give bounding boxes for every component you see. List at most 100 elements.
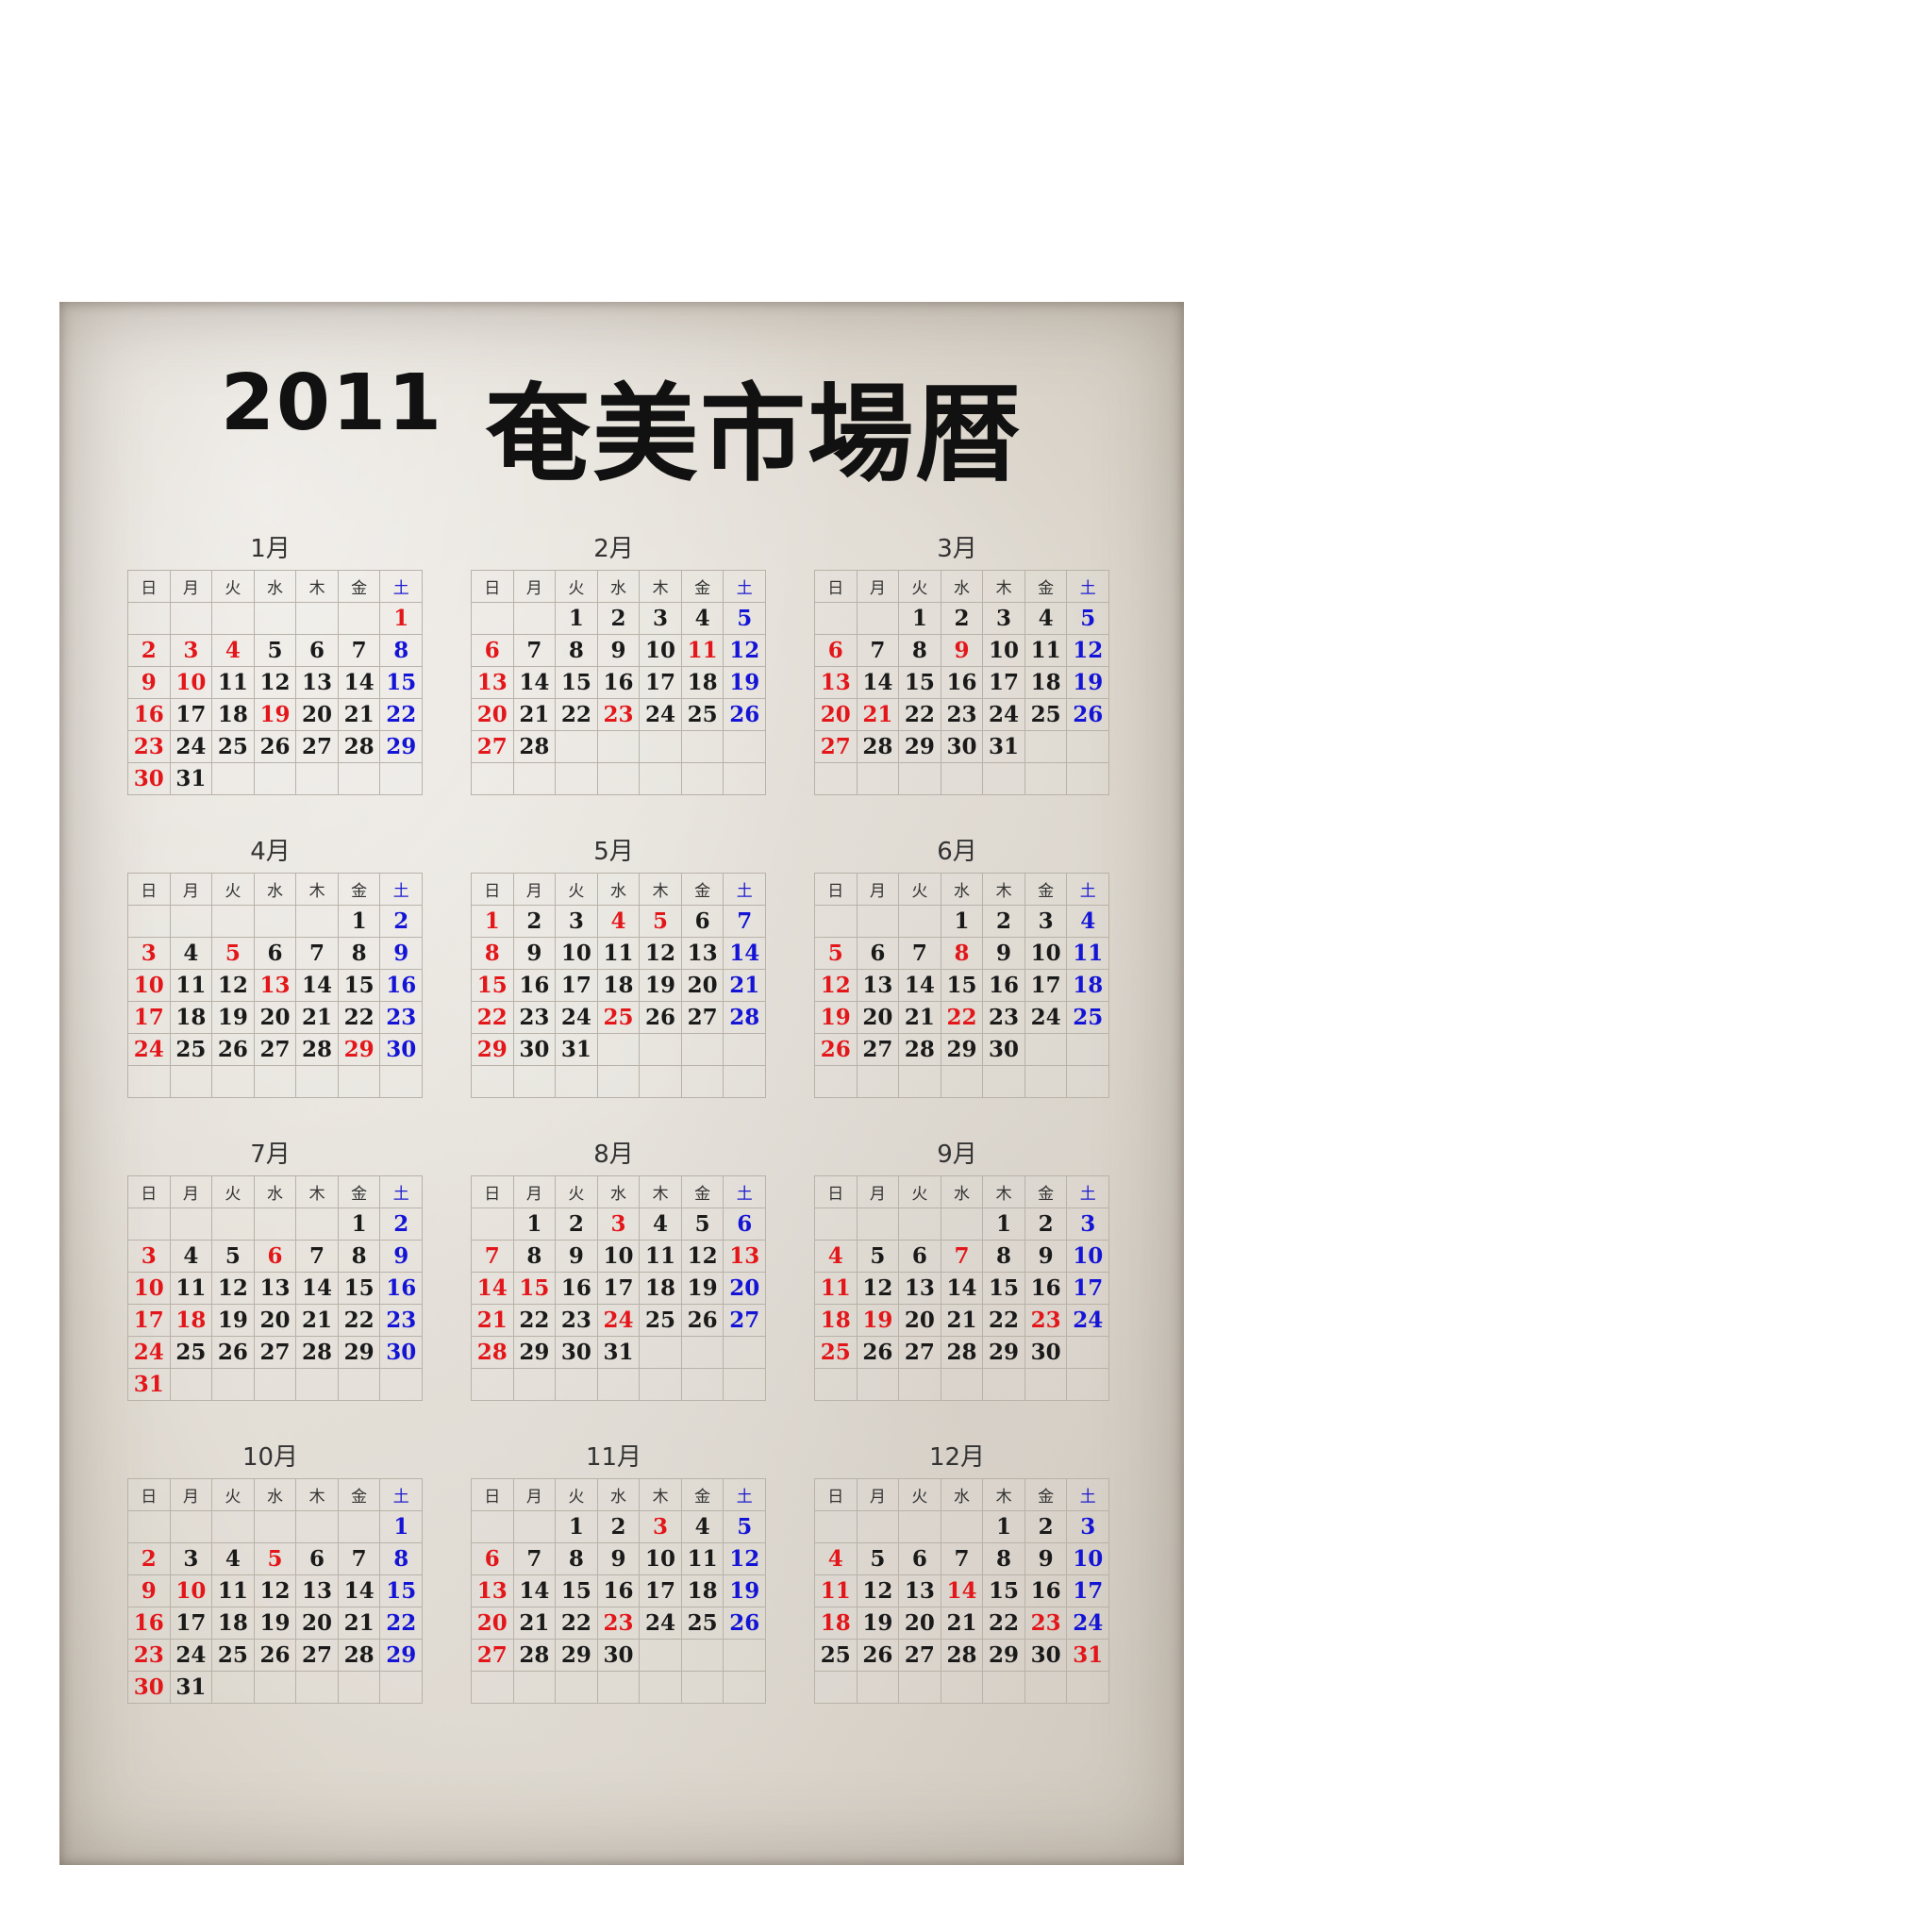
weekday-header: 火 xyxy=(899,571,941,603)
empty-cell xyxy=(815,603,858,635)
empty-cell xyxy=(815,1511,858,1543)
weekday-header: 日 xyxy=(128,874,171,906)
day-cell: 13 xyxy=(681,938,724,970)
empty-cell xyxy=(857,1369,900,1401)
day-cell: 26 xyxy=(724,699,766,731)
day-cell: 3 xyxy=(640,1511,682,1543)
day-cell: 13 xyxy=(815,667,858,699)
day-cell: 22 xyxy=(380,699,423,731)
day-cell: 13 xyxy=(296,667,339,699)
empty-cell xyxy=(472,1208,514,1241)
day-cell: 29 xyxy=(983,1337,1025,1369)
day-cell: 1 xyxy=(380,603,423,635)
empty-cell xyxy=(212,1208,255,1241)
month-table: 日月火水木金土 1 2 3 4 5 6 7 8 9 10 11 12 13 14 15 16 17 18 19 20 21… xyxy=(814,570,1109,795)
day-cell: 6 xyxy=(254,1241,297,1273)
empty-cell xyxy=(170,906,213,938)
day-cell: 14 xyxy=(513,667,557,699)
empty-cell xyxy=(338,603,381,635)
day-cell: 14 xyxy=(941,1273,984,1305)
empty-cell xyxy=(513,1672,557,1704)
weekday-header: 水 xyxy=(597,571,641,603)
empty-cell xyxy=(170,1208,213,1241)
day-cell: 1 xyxy=(338,1208,381,1241)
day-cell: 14 xyxy=(296,970,339,1002)
day-cell: 30 xyxy=(983,1034,1025,1066)
empty-cell xyxy=(1024,1034,1068,1066)
day-cell: 13 xyxy=(899,1575,941,1607)
empty-cell xyxy=(640,1369,682,1401)
day-cell: 19 xyxy=(212,1305,255,1337)
day-cell: 23 xyxy=(380,1002,423,1034)
weekday-header: 火 xyxy=(556,1176,598,1208)
day-cell: 11 xyxy=(170,1273,213,1305)
empty-cell xyxy=(597,763,641,795)
day-cell: 22 xyxy=(472,1002,514,1034)
day-cell: 12 xyxy=(1067,635,1109,667)
day-cell: 24 xyxy=(983,699,1025,731)
day-cell: 25 xyxy=(815,1337,858,1369)
month-calendar: 11月日月火水木金土 1 2 3 4 5 6 7 8 9 10 11 12 13 14 15 16 17 18 19 2… xyxy=(471,1437,766,1704)
day-cell: 18 xyxy=(815,1305,858,1337)
empty-cell xyxy=(472,603,514,635)
weekday-header: 月 xyxy=(170,1176,213,1208)
empty-cell xyxy=(170,1511,213,1543)
day-cell: 25 xyxy=(170,1034,213,1066)
empty-cell xyxy=(983,1066,1025,1098)
day-cell: 3 xyxy=(1024,906,1068,938)
day-cell: 12 xyxy=(681,1241,724,1273)
empty-cell xyxy=(681,1640,724,1672)
weekday-header: 水 xyxy=(254,1176,297,1208)
month-label: 10月 xyxy=(242,1443,299,1472)
weekday-header: 金 xyxy=(338,1176,381,1208)
day-cell: 19 xyxy=(254,1607,297,1640)
day-cell: 24 xyxy=(1067,1305,1109,1337)
day-cell: 5 xyxy=(815,938,858,970)
day-cell: 24 xyxy=(170,731,213,763)
weekday-header: 金 xyxy=(1024,571,1068,603)
day-cell: 4 xyxy=(640,1208,682,1241)
day-cell: 13 xyxy=(472,1575,514,1607)
day-cell: 22 xyxy=(380,1607,423,1640)
day-cell: 9 xyxy=(380,1241,423,1273)
day-cell: 13 xyxy=(724,1241,766,1273)
day-cell: 9 xyxy=(513,938,557,970)
day-cell: 20 xyxy=(857,1002,900,1034)
day-cell: 7 xyxy=(296,1241,339,1273)
day-cell: 17 xyxy=(128,1002,171,1034)
empty-cell xyxy=(941,1672,984,1704)
day-cell: 13 xyxy=(899,1273,941,1305)
weekday-header: 日 xyxy=(815,571,858,603)
day-cell: 4 xyxy=(212,635,255,667)
month-calendar: 7月日月火水木金土 1 2 3 4 5 6 7 8 9 10 11 12 13 14 15 16 17 18 19 20… xyxy=(127,1134,423,1401)
day-cell: 24 xyxy=(1067,1607,1109,1640)
weekday-header: 火 xyxy=(212,571,255,603)
weekday-header: 日 xyxy=(472,874,514,906)
day-cell: 18 xyxy=(170,1305,213,1337)
month-table: 日月火水木金土 1 2 3 4 5 6 7 8 9 10 11 12 13 14 15 16 17 18 19 20 21… xyxy=(814,1175,1109,1401)
day-cell: 7 xyxy=(941,1543,984,1575)
day-cell: 18 xyxy=(681,1575,724,1607)
day-cell: 21 xyxy=(941,1607,984,1640)
day-cell: 11 xyxy=(212,667,255,699)
empty-cell xyxy=(597,1672,641,1704)
day-cell: 13 xyxy=(296,1575,339,1607)
day-cell: 24 xyxy=(170,1640,213,1672)
empty-cell xyxy=(681,1337,724,1369)
day-cell: 24 xyxy=(556,1002,598,1034)
month-calendar: 10月日月火水木金土 1 2 3 4 5 6 7 8 9 10 11 12 13 14 15 16 17 18 19 2… xyxy=(127,1437,423,1704)
day-cell: 28 xyxy=(472,1337,514,1369)
empty-cell xyxy=(724,1369,766,1401)
weekday-header: 月 xyxy=(170,1479,213,1511)
day-cell: 10 xyxy=(170,1575,213,1607)
empty-cell xyxy=(724,1337,766,1369)
day-cell: 14 xyxy=(338,1575,381,1607)
weekday-header: 土 xyxy=(724,1176,766,1208)
day-cell: 4 xyxy=(815,1241,858,1273)
day-cell: 5 xyxy=(640,906,682,938)
month-table: 日月火水木金土 1 2 3 4 5 6 7 8 9 10 11 12 13 14 15 16 17 18 19 20 21… xyxy=(127,1175,423,1401)
empty-cell xyxy=(815,763,858,795)
day-cell: 17 xyxy=(597,1273,641,1305)
day-cell: 3 xyxy=(597,1208,641,1241)
empty-cell xyxy=(899,1208,941,1241)
